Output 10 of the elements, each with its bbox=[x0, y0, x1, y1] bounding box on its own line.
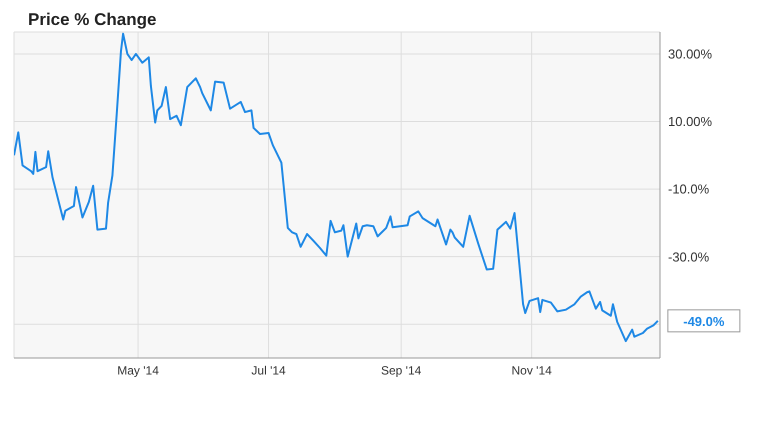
y-tick-label: 30.00% bbox=[668, 46, 713, 62]
y-tick-label: -10.0% bbox=[668, 182, 710, 197]
y-tick-label: -30.0% bbox=[668, 249, 710, 264]
x-tick-label: Jul '14 bbox=[251, 364, 286, 378]
x-tick-label: Sep '14 bbox=[381, 364, 422, 378]
chart-title: Price % Change bbox=[27, 9, 158, 31]
x-tick-label: May '14 bbox=[117, 364, 160, 378]
y-tick-label: 10.00% bbox=[668, 114, 713, 130]
annotation: -49.0% bbox=[683, 314, 725, 329]
x-tick-label: Nov '14 bbox=[512, 364, 552, 378]
